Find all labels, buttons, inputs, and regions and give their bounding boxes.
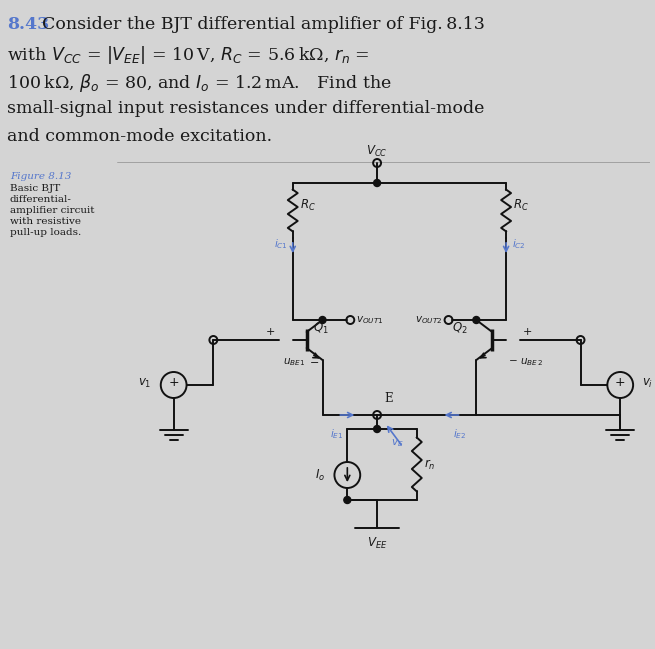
Text: +: +	[266, 327, 276, 337]
Circle shape	[373, 426, 381, 432]
Text: $u_{BE1}$: $u_{BE1}$	[283, 356, 305, 368]
Text: Consider the BJT differential amplifier of Fig. 8.13: Consider the BJT differential amplifier …	[42, 16, 485, 33]
Text: Basic BJT: Basic BJT	[10, 184, 60, 193]
Text: $v_{OUT2}$: $v_{OUT2}$	[415, 314, 443, 326]
Text: $Q_1$: $Q_1$	[312, 321, 328, 336]
Text: E: E	[384, 392, 392, 405]
Text: $i_{E1}$: $i_{E1}$	[331, 427, 344, 441]
Text: Figure 8.13: Figure 8.13	[10, 172, 71, 181]
Text: $i_{E2}$: $i_{E2}$	[453, 427, 466, 441]
Text: $v_{OUT1}$: $v_{OUT1}$	[356, 314, 384, 326]
Text: +: +	[168, 376, 179, 389]
Text: $-\ u_{BE\,2}$: $-\ u_{BE\,2}$	[508, 356, 543, 368]
Text: $i_{C1}$: $i_{C1}$	[274, 237, 288, 251]
Text: 100 kΩ, $\beta_o$ = 80, and $I_o$ = 1.2 mA. Find the: 100 kΩ, $\beta_o$ = 80, and $I_o$ = 1.2 …	[7, 72, 392, 94]
Text: $i_{C2}$: $i_{C2}$	[512, 237, 526, 251]
Text: small-signal input resistances under differential-mode: small-signal input resistances under dif…	[7, 100, 484, 117]
Text: $R_C$: $R_C$	[300, 197, 316, 213]
Text: +: +	[523, 327, 533, 337]
Text: amplifier circuit: amplifier circuit	[10, 206, 94, 215]
Text: +: +	[615, 376, 626, 389]
Text: 8.43: 8.43	[7, 16, 49, 33]
Text: $-$: $-$	[309, 356, 319, 366]
Text: $v_E$: $v_E$	[391, 437, 403, 449]
Text: $v_i$: $v_i$	[642, 376, 653, 389]
Text: $Q_2$: $Q_2$	[451, 321, 467, 336]
Text: $r_n$: $r_n$	[424, 458, 435, 472]
Text: $V_{EE}$: $V_{EE}$	[367, 536, 387, 551]
Text: with $V_{CC}$ = $|V_{EE}|$ = 10 V, $R_C$ = 5.6 kΩ, $r_n$ =: with $V_{CC}$ = $|V_{EE}|$ = 10 V, $R_C$…	[7, 44, 369, 66]
Circle shape	[319, 317, 326, 323]
Text: $R_C$: $R_C$	[513, 197, 529, 213]
Text: $I_o$: $I_o$	[315, 467, 326, 483]
Circle shape	[344, 496, 351, 504]
Text: $v_1$: $v_1$	[138, 376, 152, 389]
Text: differential-: differential-	[10, 195, 72, 204]
Text: pull-up loads.: pull-up loads.	[10, 228, 81, 237]
Text: and common-mode excitation.: and common-mode excitation.	[7, 128, 272, 145]
Circle shape	[373, 180, 381, 186]
Text: $V_{CC}$: $V_{CC}$	[366, 144, 388, 159]
Text: with resistive: with resistive	[10, 217, 81, 226]
Circle shape	[473, 317, 480, 323]
